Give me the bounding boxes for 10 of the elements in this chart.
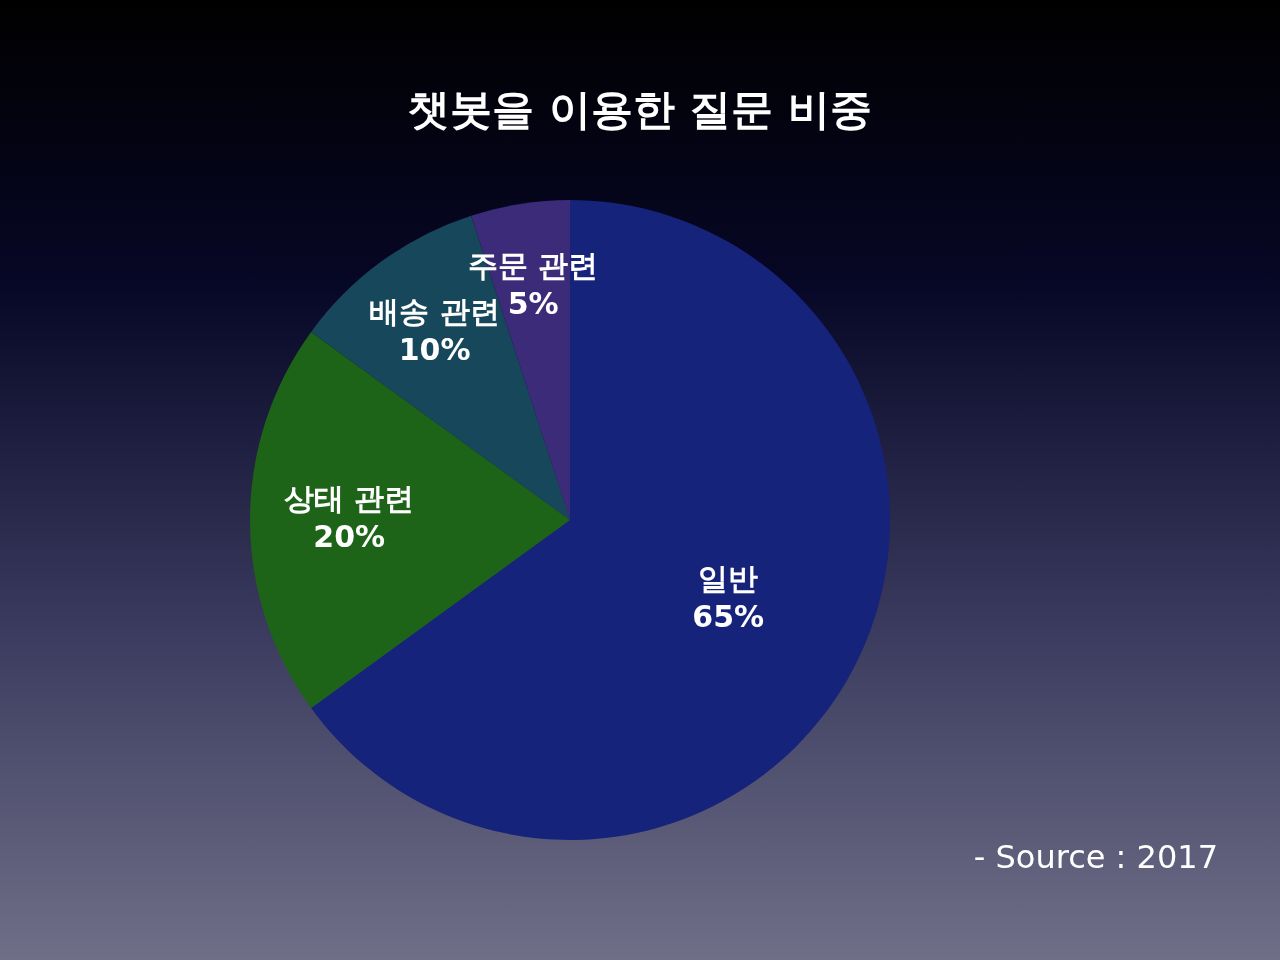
data-label: 65% — [692, 599, 765, 635]
data-label: 5% — [507, 286, 559, 322]
data-label: 10% — [398, 332, 471, 368]
text: - Source : 2017 — [973, 838, 1218, 876]
data-label: 20% — [313, 518, 386, 554]
slice-label: 상태 관련 — [283, 480, 415, 516]
slice-label: 일반 — [698, 561, 759, 597]
slice-label: 배송 관련 — [369, 294, 500, 330]
slice-label: 주문 관련 — [467, 248, 599, 284]
chart-title: 챗봇을 이용한 질문 비중 — [407, 84, 873, 136]
